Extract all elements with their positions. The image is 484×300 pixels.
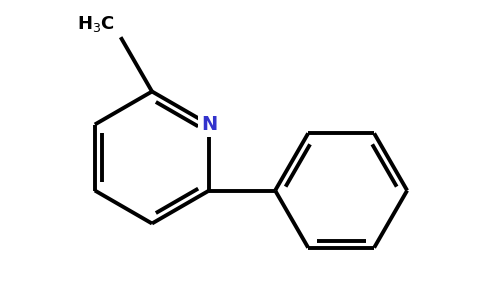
Text: N: N bbox=[201, 115, 217, 134]
Text: H$_3$C: H$_3$C bbox=[77, 14, 115, 34]
